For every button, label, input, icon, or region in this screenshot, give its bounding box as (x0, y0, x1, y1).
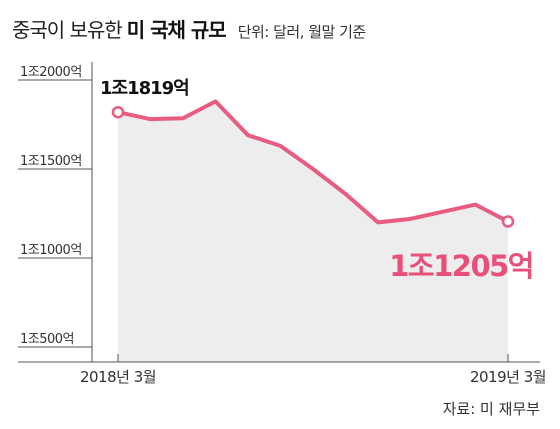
endpoint-marker (501, 215, 515, 228)
title-bold: 미 국채 규모 (126, 18, 227, 42)
endpoint-marker (111, 105, 125, 119)
start-value-label: 1조1819억 (100, 78, 189, 99)
unit-note: 단위: 달러, 월말 기준 (237, 23, 367, 41)
x-tick-label: 2019년 3월 (470, 368, 546, 386)
y-tick-label: 1조500억 (20, 332, 74, 347)
y-tick-label: 1조1500억 (20, 154, 82, 169)
end-value-label: 1조1205억 (389, 249, 533, 283)
x-tick-label: 2018년 3월 (80, 368, 156, 386)
title-main: 중국이 보유한 (12, 18, 123, 42)
area-fill (118, 101, 508, 363)
y-tick-label: 1조1000억 (20, 243, 82, 258)
y-tick-label: 1조2000억 (20, 65, 82, 80)
source-note: 자료: 미 재무부 (442, 400, 540, 418)
chart-title: 중국이 보유한 미 국채 규모 단위: 달러, 월말 기준 (12, 14, 366, 48)
